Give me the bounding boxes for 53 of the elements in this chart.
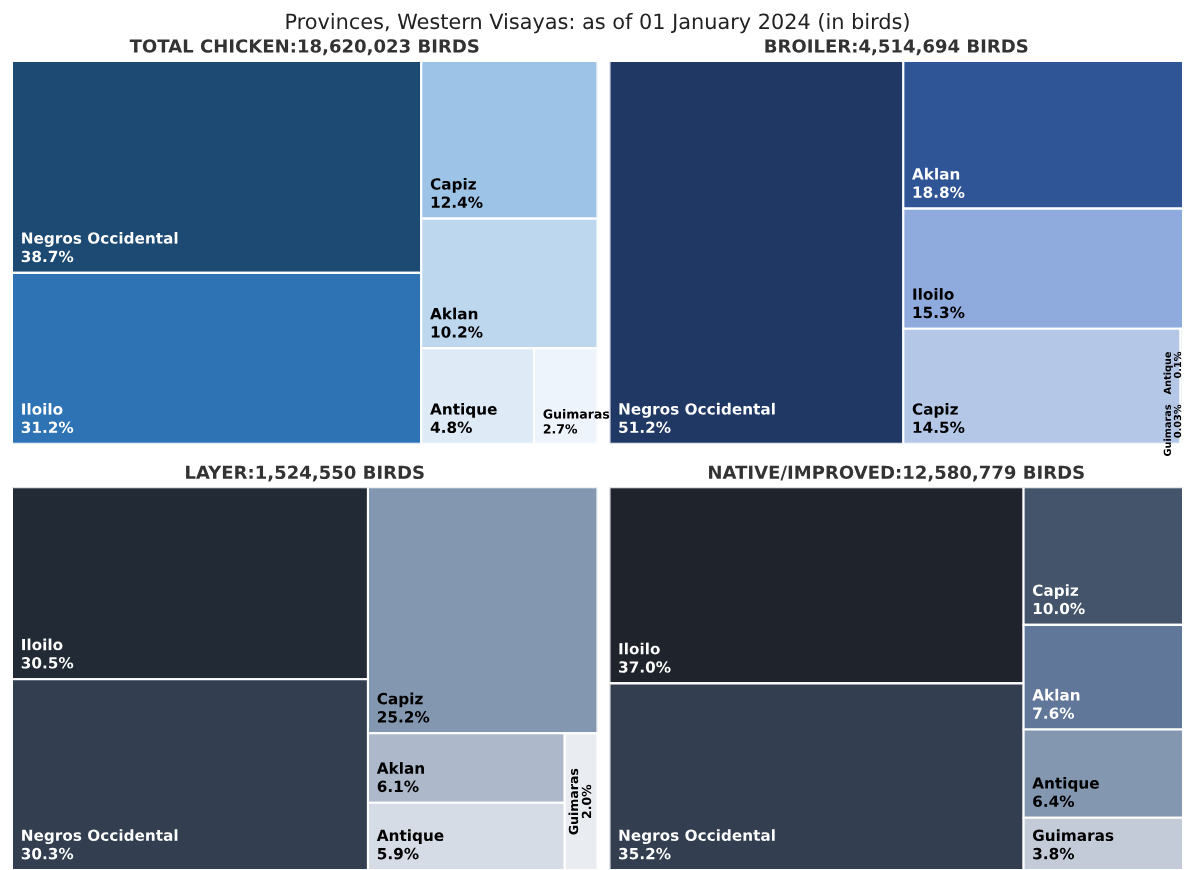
data-label: 30.3%: [21, 847, 74, 860]
data-label: 30.5%: [21, 657, 74, 669]
category-label: Antique: [430, 402, 497, 418]
category-label: Iloilo: [22, 402, 63, 415]
data-label: 10.0%: [1033, 602, 1085, 615]
data-label: 12.4%: [431, 196, 483, 208]
data-label: 0.1%: [1173, 351, 1182, 379]
category-label: Capiz: [912, 402, 958, 418]
category-label: Antique: [1032, 776, 1099, 792]
text: LAYER:1,524,550 BIRDS: [186, 465, 424, 482]
category-label: Aklan: [1032, 688, 1080, 701]
category-label: Iloilo: [22, 638, 63, 651]
data-label: 10.2%: [431, 326, 483, 338]
category-label: Guimaras: [1032, 829, 1114, 842]
category-label: Guimaras: [1163, 404, 1172, 456]
text: BROILER:4,514,694 BIRDS: [765, 39, 1028, 56]
text: TOTAL CHICKEN:18,620,023 BIRDS: [129, 39, 479, 56]
data-label: 4.8%: [430, 421, 472, 434]
category-label: Aklan: [912, 167, 960, 180]
data-label: 2.0%: [581, 784, 592, 818]
category-label: Aklan: [376, 762, 424, 774]
category-label: Guimaras: [568, 768, 579, 835]
category-label: Iloilo: [913, 288, 954, 300]
data-label: 38.7%: [21, 250, 74, 263]
category-label: Capiz: [430, 177, 476, 193]
text: NATIVE/IMPROVED:12,580,779 BIRDS: [709, 465, 1084, 482]
category-label: Capiz: [1032, 584, 1079, 599]
data-label: 31.2%: [21, 421, 74, 434]
data-label: 35.2%: [619, 847, 671, 860]
data-label: 51.2%: [619, 421, 671, 434]
category-label: Negros Occidental: [619, 402, 775, 418]
data-label: 18.8%: [913, 186, 965, 198]
data-label: 6.1%: [377, 780, 419, 793]
category-label: Guimaras: [543, 409, 610, 419]
data-label: 15.3%: [913, 306, 965, 319]
category-label: Aklan: [430, 307, 478, 320]
data-label: 5.9%: [377, 847, 419, 860]
data-label: 0.03%: [1173, 404, 1182, 438]
text: Provinces, Western Visayas: as of 01 January 2024 (in birds): [286, 13, 909, 34]
data-label: 37.0%: [619, 661, 671, 673]
data-label: 2.7%: [543, 424, 578, 434]
data-label: 14.5%: [913, 421, 965, 434]
category-label: Iloilo: [619, 642, 660, 655]
category-label: Antique: [1163, 352, 1173, 395]
category-label: Negros Occidental: [619, 829, 775, 845]
data-label: 25.2%: [377, 711, 430, 723]
category-label: Antique: [376, 829, 444, 845]
data-label: 7.6%: [1033, 707, 1075, 719]
data-label: 3.8%: [1033, 847, 1075, 860]
category-label: Capiz: [377, 692, 423, 708]
data-label: 6.4%: [1033, 795, 1075, 808]
category-label: Negros Occidental: [22, 829, 178, 845]
category-label: Negros Occidental: [22, 232, 178, 247]
